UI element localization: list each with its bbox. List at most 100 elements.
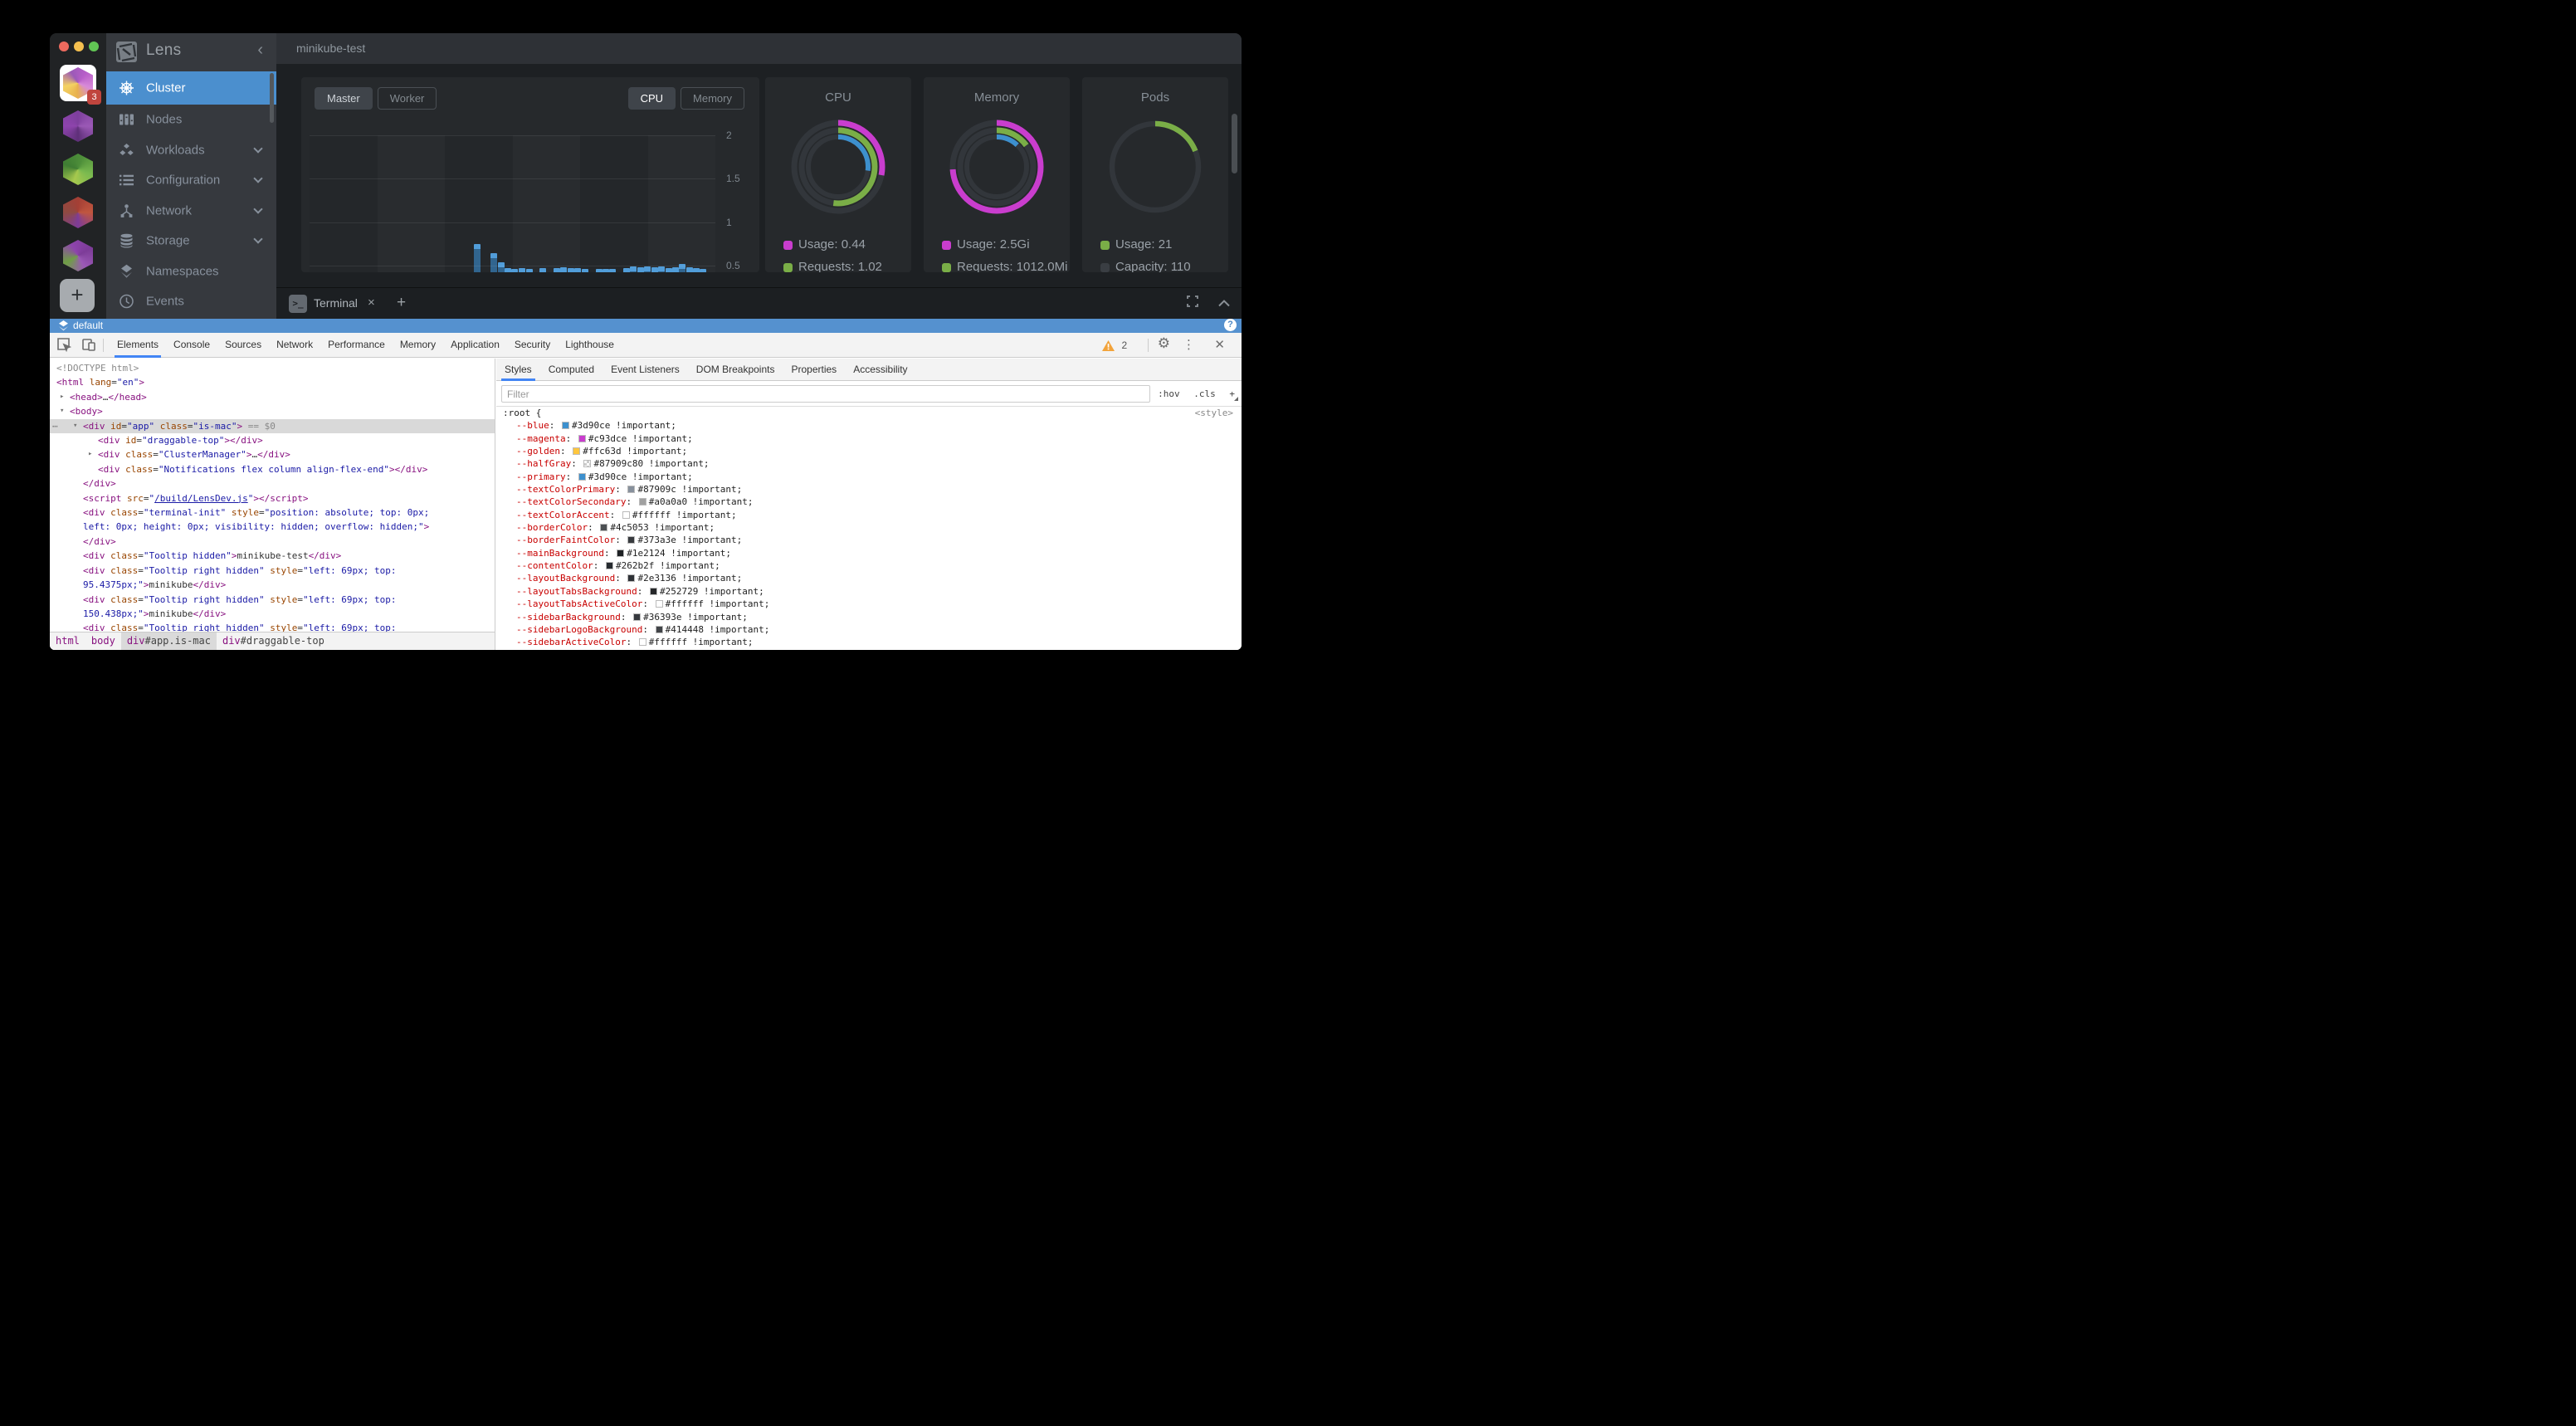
color-swatch[interactable] [622,510,630,519]
new-style-rule-button[interactable]: + [1229,388,1235,399]
sidebar-item-workloads[interactable]: Workloads [106,135,276,166]
terminal-add-button[interactable]: + [397,294,407,311]
more-actions-gutter-icon[interactable]: ⋯ [52,420,58,432]
styles-tab-properties[interactable]: Properties [791,364,837,375]
dom-node[interactable]: <div class="Notifications flex column al… [98,463,428,475]
styles-filter-input[interactable] [501,385,1150,403]
dom-node[interactable]: 95.4375px;">minikube</div> [83,579,227,591]
chevron-down-icon[interactable] [253,173,263,183]
css-variable-row[interactable]: --layoutTabsBackground: #252729 !importa… [516,585,764,597]
more-options-icon[interactable]: ⋮ [1183,338,1195,352]
chevron-down-icon[interactable] [253,204,263,214]
content-scrollbar[interactable] [1232,114,1237,173]
color-swatch[interactable] [583,460,592,468]
color-swatch[interactable] [655,600,663,608]
cls-toggle[interactable]: .cls [1193,388,1216,399]
inspect-element-icon[interactable] [56,337,75,354]
expanded-arrow-icon[interactable]: ▾ [60,407,65,416]
breadcrumb-item[interactable]: div#draggable-top [222,635,324,647]
minimize-window-button[interactable] [74,42,84,51]
devtools-tab-sources[interactable]: Sources [225,339,262,350]
dom-node[interactable]: <div class="Tooltip right hidden" style=… [83,564,397,576]
zoom-window-button[interactable] [89,42,99,51]
css-variable-row[interactable]: --halfGray: #87909c80 !important; [516,458,710,470]
cluster-icon-1[interactable]: 3 [60,65,101,105]
color-swatch[interactable] [627,486,636,494]
dom-node[interactable]: <!DOCTYPE html> [56,363,139,374]
dom-node[interactable]: ▾ <body> [50,404,495,418]
styles-tab-accessibility[interactable]: Accessibility [853,364,908,375]
css-variable-row[interactable]: --textColorAccent: #ffffff !important; [516,509,737,520]
styles-tab-styles[interactable]: Styles [496,359,540,381]
collapsed-arrow-icon[interactable]: ▸ [60,392,65,401]
metric-tab-cpu-button[interactable]: CPU [627,87,676,110]
color-swatch[interactable] [578,472,586,481]
sidebar-item-cluster[interactable]: Cluster [106,71,276,105]
collapsed-arrow-icon[interactable]: ▸ [88,450,93,459]
add-cluster-button[interactable]: + [60,279,95,312]
css-variable-row[interactable]: --mainBackground: #1e2124 !important; [516,547,732,559]
color-swatch[interactable] [627,574,636,583]
color-swatch[interactable] [633,613,642,621]
css-variable-row[interactable]: --blue: #3d90ce !important; [516,420,676,432]
color-swatch[interactable] [617,549,625,557]
dom-node[interactable]: </div> [83,535,116,547]
color-swatch[interactable] [562,422,569,430]
chevron-down-icon[interactable] [253,144,263,154]
chevron-down-icon[interactable] [253,234,263,244]
dom-node[interactable]: </div> [83,478,116,490]
css-variable-row[interactable]: --primary: #3d90ce !important; [516,471,693,482]
color-swatch[interactable] [605,562,613,570]
dom-node[interactable]: <div id="draggable-top"></div> [98,435,263,447]
settings-gear-icon[interactable]: ⚙ [1157,335,1170,351]
color-swatch[interactable] [655,625,663,633]
terminal-tab[interactable]: Terminal [314,296,358,310]
color-swatch[interactable] [600,524,608,532]
devtools-close-icon[interactable]: ✕ [1214,338,1225,352]
node-tab-worker-button[interactable]: Worker [377,87,437,110]
style-source-link[interactable]: <style> [1194,408,1233,418]
expanded-arrow-icon[interactable]: ▾ [73,421,78,430]
dom-node[interactable]: <div class="Tooltip right hidden" style=… [83,593,397,605]
dom-node[interactable]: ▸ <div class="ClusterManager">…</div> [50,447,495,461]
dom-node[interactable]: 150.438px;">minikube</div> [83,608,227,619]
cluster-icon-2[interactable] [60,108,96,144]
styles-tab-dom-breakpoints[interactable]: DOM Breakpoints [695,364,775,375]
cluster-icon-3[interactable] [60,151,96,188]
css-variable-row[interactable]: --textColorSecondary: #a0a0a0 !important… [516,496,754,508]
devtools-tab-lighthouse[interactable]: Lighthouse [565,339,614,350]
device-toolbar-icon[interactable] [81,337,100,354]
color-swatch[interactable] [649,587,657,595]
dom-node[interactable]: left: 0px; height: 0px; visibility: hidd… [83,521,430,533]
css-variable-row[interactable]: --golden: #ffc63d !important; [516,446,688,457]
styles-tab-computed[interactable]: Computed [548,364,595,375]
dom-node[interactable]: <script src="/build/LensDev.js"></script… [83,492,309,504]
breadcrumb-item[interactable]: div#app.is-mac [120,632,217,650]
sidebar-item-configuration[interactable]: Configuration [106,165,276,196]
css-variable-row[interactable]: --sidebarBackground: #36393e !important; [516,611,748,623]
dom-node[interactable]: ▸ <head>…</head> [50,390,495,404]
dom-node[interactable]: <div class="Tooltip hidden">minikube-tes… [83,550,342,562]
breadcrumb-item[interactable]: body [90,635,115,647]
dom-node[interactable]: <div class="Tooltip right hidden" style=… [83,623,397,632]
dom-node[interactable]: <html lang="en"> [56,377,144,388]
devtools-tab-console[interactable]: Console [173,339,211,350]
css-selector[interactable]: :root {<style> [503,408,1233,418]
sidebar-item-nodes[interactable]: Nodes [106,105,276,135]
color-swatch[interactable] [638,638,646,647]
active-namespace[interactable]: default [73,320,104,331]
sidebar-scrollbar[interactable] [270,73,274,123]
styles-tab-event-listeners[interactable]: Event Listeners [611,364,680,375]
breadcrumb-item[interactable]: html [56,635,80,647]
sidebar-item-events[interactable]: Events [106,286,276,317]
chevron-up-icon[interactable] [1218,296,1230,311]
sidebar-collapse-button[interactable]: ‹ [257,41,263,59]
sidebar-item-storage[interactable]: Storage [106,226,276,256]
devtools-tab-network[interactable]: Network [276,339,314,350]
css-variable-row[interactable]: --layoutTabsActiveColor: #ffffff !import… [516,598,770,610]
devtools-tab-application[interactable]: Application [451,339,500,350]
hov-toggle[interactable]: :hov [1158,388,1180,399]
css-variable-row[interactable]: --sidebarLogoBackground: #414448 !import… [516,623,770,635]
css-variable-row[interactable]: --borderFaintColor: #373a3e !important; [516,535,743,546]
devtools-tab-elements[interactable]: Elements [110,333,166,358]
